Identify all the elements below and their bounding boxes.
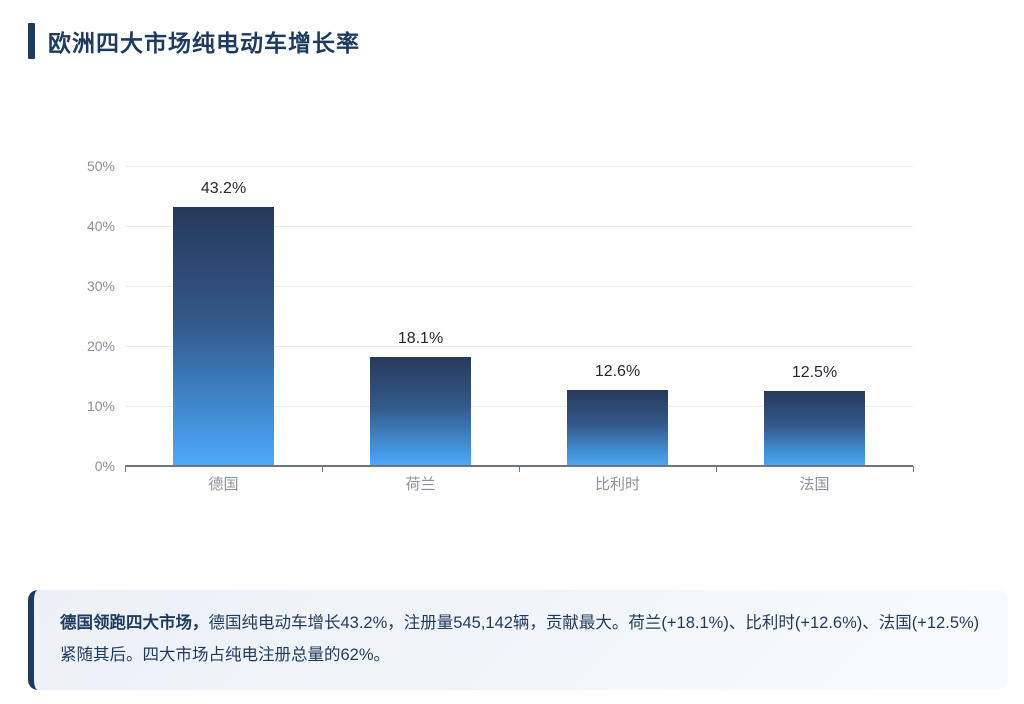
gridline bbox=[125, 166, 913, 167]
gridline bbox=[125, 346, 913, 347]
axis-tick bbox=[913, 466, 914, 472]
x-axis-label: 比利时 bbox=[594, 476, 640, 493]
y-axis-label: 40% bbox=[86, 218, 115, 234]
bar-value-label: 18.1% bbox=[397, 330, 444, 348]
chart-bar bbox=[173, 206, 274, 466]
chart-bar bbox=[764, 391, 865, 466]
chart-bar bbox=[567, 390, 668, 466]
page-header: 欧洲四大市场纯电动车增长率 bbox=[28, 23, 360, 59]
axis-tick bbox=[519, 466, 520, 472]
x-axis-label: 法国 bbox=[799, 476, 830, 493]
y-axis-label: 50% bbox=[86, 158, 115, 174]
bar-value-label: 12.5% bbox=[791, 364, 838, 381]
bar-value-label: 43.2% bbox=[200, 179, 247, 197]
y-axis-label: 0% bbox=[94, 458, 115, 474]
y-axis-label: 20% bbox=[86, 338, 115, 354]
chart-bar bbox=[370, 357, 471, 466]
x-axis-label: 荷兰 bbox=[405, 476, 436, 493]
axis-tick bbox=[322, 466, 323, 472]
gridline bbox=[125, 286, 913, 287]
y-axis-label: 10% bbox=[86, 398, 115, 414]
page-title: 欧洲四大市场纯电动车增长率 bbox=[48, 30, 360, 56]
gridline bbox=[125, 226, 913, 227]
gridline bbox=[125, 406, 913, 407]
insight-lead: 德国领跑四大市场， bbox=[60, 614, 209, 632]
y-axis-label: 30% bbox=[86, 278, 115, 294]
title-accent-bar bbox=[28, 23, 35, 59]
axis-tick bbox=[716, 466, 717, 472]
insight-text: 德国领跑四大市场，德国纯电动车增长43.2%，注册量545,142辆，贡献最大。… bbox=[60, 607, 982, 671]
bar-value-label: 12.6% bbox=[594, 363, 641, 381]
insight-box: 德国领跑四大市场，德国纯电动车增长43.2%，注册量545,142辆，贡献最大。… bbox=[28, 590, 1008, 690]
axis-tick bbox=[125, 466, 126, 472]
insight-body: 德国纯电动车增长43.2%，注册量545,142辆，贡献最大。荷兰(+18.1%… bbox=[60, 614, 980, 664]
growth-rate-chart: 0% 10% 20% 30% 40% 50% 43.2% 德国 18.1% 荷兰 12.6% 比利时 1… bbox=[86, 158, 914, 493]
x-axis-label: 德国 bbox=[208, 476, 239, 493]
